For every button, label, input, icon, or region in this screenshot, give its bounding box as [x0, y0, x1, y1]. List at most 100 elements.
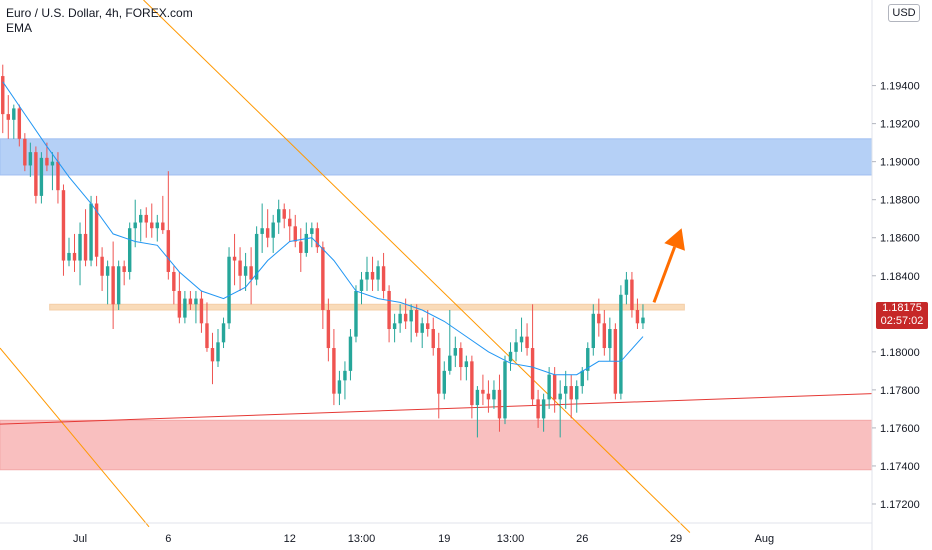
candle-body — [624, 279, 629, 295]
candle — [243, 252, 248, 291]
candle — [492, 380, 496, 409]
candle — [563, 370, 568, 409]
candle — [475, 386, 480, 438]
candle-body — [464, 361, 469, 368]
candle — [536, 389, 540, 428]
candle — [508, 342, 513, 371]
candle-body — [525, 336, 529, 349]
time-axis[interactable]: Jul 6 12 13:00 19 13:00 26 29 Aug — [73, 533, 774, 545]
candle-body — [133, 222, 137, 229]
candle — [409, 304, 413, 343]
chart-header: Euro / U.S. Dollar, 4h, FOREX.com EMA — [6, 6, 193, 36]
candle-body — [304, 233, 309, 253]
candle — [608, 317, 612, 362]
candle — [116, 260, 121, 310]
candle-body — [630, 279, 634, 310]
candle — [403, 298, 408, 330]
candle — [448, 309, 452, 375]
candle-body — [459, 348, 463, 368]
candle-body — [558, 393, 562, 400]
candle — [144, 207, 148, 238]
candle — [72, 233, 77, 272]
candle-body — [50, 161, 55, 166]
candle-body — [194, 298, 198, 305]
y-tick-label: 1.18600 — [880, 233, 920, 245]
candle — [630, 271, 634, 318]
candle-body — [265, 228, 270, 238]
candle — [381, 252, 386, 299]
candle-body — [326, 309, 331, 349]
trendline-channel-lower[interactable] — [0, 347, 150, 528]
candle — [194, 290, 198, 324]
price-axis[interactable]: 1.19400 1.19200 1.19000 1.18800 1.18600 1.184… — [872, 81, 920, 511]
y-tick-label: 1.18800 — [880, 195, 920, 207]
trendlines-layer — [0, 0, 873, 533]
candle — [541, 393, 546, 432]
zone-support[interactable] — [0, 419, 873, 471]
zone-resistance[interactable] — [0, 138, 873, 176]
candle-body — [370, 271, 375, 280]
candle-body — [575, 386, 579, 400]
y-tick-label: 1.19200 — [880, 119, 920, 131]
candle-body — [426, 323, 430, 330]
symbol-title[interactable]: Euro / U.S. Dollar, 4h, FOREX.com — [6, 6, 193, 20]
trendline-downtrend[interactable] — [143, 0, 691, 533]
candle-body — [414, 309, 419, 333]
candle-body — [216, 342, 220, 362]
candle — [414, 304, 419, 337]
candle — [530, 304, 535, 406]
candle — [547, 367, 551, 409]
candle — [199, 290, 204, 333]
candle-body — [177, 290, 182, 318]
candle — [332, 329, 336, 406]
y-tick-label: 1.17800 — [880, 385, 920, 397]
candle — [139, 209, 143, 242]
candle-body — [398, 313, 402, 324]
candle — [376, 260, 380, 291]
candle-body — [453, 348, 458, 356]
candle — [420, 317, 424, 349]
bar-countdown: 02:57:02 — [880, 315, 924, 327]
zone-pivot[interactable] — [49, 303, 685, 311]
candle-body — [519, 336, 524, 343]
candle-body — [105, 266, 110, 276]
candle — [586, 342, 590, 381]
candle-body — [199, 298, 204, 324]
candle-body — [514, 342, 518, 352]
indicator-label[interactable]: EMA — [6, 21, 33, 35]
candle — [569, 374, 573, 419]
candle — [172, 266, 176, 305]
candle-body — [552, 374, 557, 400]
candle — [464, 355, 469, 381]
candle — [310, 222, 314, 248]
candle-body — [420, 323, 424, 333]
y-tick-label: 1.18400 — [880, 271, 920, 283]
forecast-arrow-head[interactable] — [664, 228, 685, 251]
candle-body — [619, 294, 623, 394]
candle — [133, 199, 137, 248]
candle — [293, 214, 297, 248]
candle-body — [541, 399, 546, 419]
candle-body — [497, 389, 502, 419]
candle — [100, 247, 104, 291]
arrow-layer — [652, 228, 685, 303]
candle-body — [310, 228, 314, 234]
candle — [155, 214, 160, 242]
candle — [227, 247, 231, 330]
candle — [83, 209, 88, 267]
candle — [89, 195, 93, 267]
candle — [216, 329, 220, 368]
last-price-value: 1.18175 — [882, 302, 922, 314]
currency-button[interactable]: USD — [888, 4, 920, 22]
candle — [299, 228, 303, 272]
candle — [61, 184, 66, 276]
candle — [398, 304, 402, 333]
trendline-uptrend[interactable] — [0, 393, 873, 425]
forecast-arrow-shaft[interactable] — [652, 246, 677, 303]
candle-body — [122, 266, 126, 272]
candle-body — [28, 152, 33, 166]
candle — [359, 271, 364, 305]
ema-layer — [2, 81, 644, 376]
candle-body — [116, 266, 121, 305]
